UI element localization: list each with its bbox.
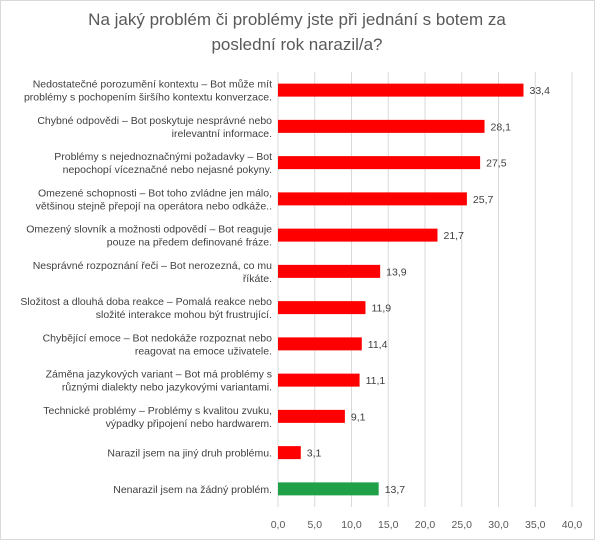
- value-label: 33,4: [529, 85, 550, 97]
- x-tick-label: 30,0: [488, 519, 509, 531]
- category-label-line: Chybné odpovědi – Bot poskytuje nesprávn…: [37, 115, 272, 127]
- value-label: 3,1: [307, 448, 322, 460]
- gridlines: [277, 72, 573, 507]
- value-label: 21,7: [443, 230, 464, 242]
- value-label: 27,5: [486, 158, 507, 170]
- category-label: Problémy s nejednoznačnými požadavky – B…: [54, 151, 272, 176]
- bar: [278, 409, 345, 423]
- category-label-line: Nenarazil jsem na žádný problém.: [113, 484, 272, 496]
- bar: [278, 192, 467, 206]
- category-label-line: Omezený slovník a možnosti odpovědí – Bo…: [26, 224, 272, 236]
- category-label: Chybné odpovědi – Bot poskytuje nesprávn…: [37, 115, 272, 140]
- bar: [278, 156, 481, 170]
- bar: [278, 337, 362, 351]
- bar: [278, 446, 301, 460]
- category-label-line: reagovat na emoce uživatele.: [135, 345, 272, 357]
- bar: [278, 264, 381, 278]
- category-label: Záměna jazykových variant – Bot má probl…: [46, 369, 272, 394]
- category-label: Nedostatečné porozumění kontextu – Bot m…: [24, 79, 272, 104]
- data-labels: 33,4 28,1 27,5 25,7 21,7 13,9 11,9 11,4 11,1 9,1 3…: [307, 85, 550, 496]
- category-label: Nenarazil jsem na žádný problém.: [113, 484, 272, 496]
- chart-title-line-1: Na jaký problém či problémy jste při jed…: [88, 10, 506, 29]
- bar: [278, 228, 438, 242]
- category-label-line: Omezené schopnosti – Bot toho zvládne je…: [38, 187, 272, 199]
- x-tick-label: 15,0: [378, 519, 399, 531]
- bar: [278, 119, 485, 133]
- value-label: 25,7: [473, 194, 494, 206]
- x-tick-label: 25,0: [452, 519, 473, 531]
- category-label-line: Chybějící emoce – Bot nedokáže rozpoznat…: [43, 332, 273, 344]
- category-label-line: Nesprávné rozpoznání řeči – Bot nerozezn…: [33, 260, 272, 272]
- category-label-line: irelevantní informace.: [172, 128, 272, 140]
- category-label-line: pouze na předem definované fráze.: [107, 237, 272, 249]
- category-label-line: Složitost a dlouhá doba reakce – Pomalá …: [20, 296, 272, 308]
- bar: [278, 83, 524, 97]
- category-label-line: Nedostatečné porozumění kontextu – Bot m…: [33, 79, 272, 91]
- bar: [278, 373, 360, 387]
- x-tick-label: 20,0: [415, 519, 436, 531]
- value-label: 11,1: [366, 375, 386, 387]
- category-label-line: složité interakce mohou být frustrující.: [96, 309, 272, 321]
- value-label: 11,9: [371, 303, 391, 315]
- x-tick-label: 40,0: [562, 519, 583, 531]
- value-label: 28,1: [491, 121, 512, 133]
- category-label-line: většinou stejně přepojí na operátora neb…: [36, 200, 272, 212]
- category-label: Nesprávné rozpoznání řeči – Bot nerozezn…: [33, 260, 272, 285]
- category-label-line: Problémy s nejednoznačnými požadavky – B…: [54, 151, 272, 163]
- category-label: Narazil jsem na jiný druh problému.: [107, 448, 272, 460]
- category-label: Omezený slovník a možnosti odpovědí – Bo…: [26, 224, 272, 249]
- x-tick-label: 35,0: [525, 519, 546, 531]
- category-label-line: říkáte.: [243, 273, 272, 285]
- category-label-line: Technické problémy – Problémy s kvalitou…: [43, 405, 272, 417]
- category-label: Technické problémy – Problémy s kvalitou…: [43, 405, 272, 430]
- category-label: Složitost a dlouhá doba reakce – Pomalá …: [20, 296, 272, 321]
- chart-title-line-2: poslední rok narazil/a?: [211, 35, 382, 54]
- category-label-line: Narazil jsem na jiný druh problému.: [107, 448, 272, 460]
- value-label: 13,9: [386, 266, 407, 278]
- x-tick-label: 10,0: [341, 519, 362, 531]
- x-tick-label: 0,0: [271, 519, 286, 531]
- category-label-line: výpadky připojení nebo hardwarem.: [106, 418, 272, 430]
- bar: [278, 301, 366, 315]
- value-label: 9,1: [351, 411, 366, 423]
- category-label: Chybějící emoce – Bot nedokáže rozpoznat…: [43, 332, 273, 357]
- category-label: Omezené schopnosti – Bot toho zvládne je…: [36, 187, 272, 212]
- bar: [278, 482, 379, 496]
- category-labels: Nedostatečné porozumění kontextu – Bot m…: [20, 79, 272, 496]
- category-label-line: problémy s pochopením širšího kontextu k…: [24, 92, 272, 104]
- category-label-line: Záměna jazykových variant – Bot má probl…: [46, 369, 272, 381]
- category-label-line: nepochopí víceznačné nebo nejasné pokyny…: [63, 164, 272, 176]
- x-tick-label: 5,0: [307, 519, 322, 531]
- x-axis-ticks: 0,0 5,0 10,0 15,0 20,0 25,0 30,0 35,0 40,0: [271, 519, 583, 531]
- value-label: 13,7: [385, 484, 406, 496]
- bars: [278, 83, 524, 496]
- value-label: 11,4: [368, 339, 388, 351]
- category-label-line: různými dialekty nebo jazykovými variant…: [62, 382, 272, 394]
